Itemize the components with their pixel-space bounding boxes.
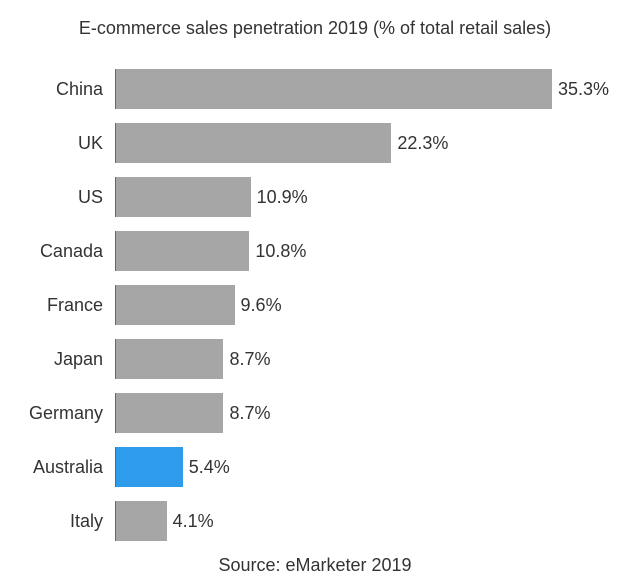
bar-row: Germany 8.7%: [20, 393, 610, 433]
bar-track: 5.4%: [115, 447, 610, 487]
value-label: 8.7%: [223, 339, 270, 379]
bar: [116, 447, 183, 487]
bar-row: China 35.3%: [20, 69, 610, 109]
chart-source: Source: eMarketer 2019: [20, 555, 610, 576]
bar-track: 8.7%: [115, 393, 610, 433]
value-label: 10.9%: [251, 177, 308, 217]
bar-track: 4.1%: [115, 501, 610, 541]
category-label: UK: [20, 133, 115, 154]
bar: [116, 69, 552, 109]
category-label: US: [20, 187, 115, 208]
bar: [116, 123, 391, 163]
category-label: France: [20, 295, 115, 316]
bar-track: 22.3%: [115, 123, 610, 163]
bar: [116, 393, 223, 433]
bar-track: 10.9%: [115, 177, 610, 217]
category-label: China: [20, 79, 115, 100]
category-label: Australia: [20, 457, 115, 478]
bar: [116, 231, 249, 271]
category-label: Germany: [20, 403, 115, 424]
bar-row: Japan 8.7%: [20, 339, 610, 379]
category-label: Japan: [20, 349, 115, 370]
value-label: 4.1%: [167, 501, 214, 541]
value-label: 5.4%: [183, 447, 230, 487]
bar-row: US 10.9%: [20, 177, 610, 217]
category-label: Canada: [20, 241, 115, 262]
bar: [116, 285, 235, 325]
category-label: Italy: [20, 511, 115, 532]
bar-row: France 9.6%: [20, 285, 610, 325]
bar-chart: China 35.3% UK 22.3% US 10.9% Canada 10.8% Franc…: [20, 69, 610, 541]
bar: [116, 177, 251, 217]
bar-track: 35.3%: [115, 69, 610, 109]
bar-row: Italy 4.1%: [20, 501, 610, 541]
value-label: 9.6%: [235, 285, 282, 325]
value-label: 10.8%: [249, 231, 306, 271]
bar-row: UK 22.3%: [20, 123, 610, 163]
value-label: 22.3%: [391, 123, 448, 163]
bar-track: 8.7%: [115, 339, 610, 379]
bar-track: 9.6%: [115, 285, 610, 325]
value-label: 35.3%: [552, 69, 609, 109]
chart-title: E-commerce sales penetration 2019 (% of …: [20, 18, 610, 39]
value-label: 8.7%: [223, 393, 270, 433]
bar-row: Canada 10.8%: [20, 231, 610, 271]
bar-track: 10.8%: [115, 231, 610, 271]
bar: [116, 339, 223, 379]
bar-row: Australia 5.4%: [20, 447, 610, 487]
bar: [116, 501, 167, 541]
